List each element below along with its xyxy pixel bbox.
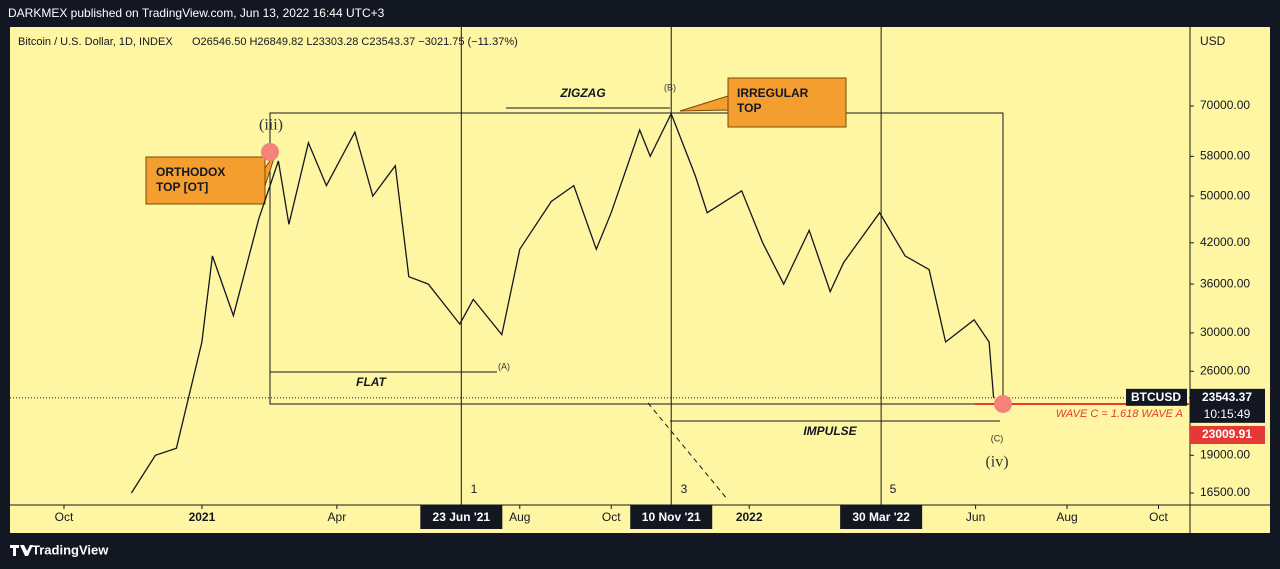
y-tick-label: 30000.00 xyxy=(1200,325,1250,339)
annotation: 3 xyxy=(681,482,688,496)
y-tick-label: 36000.00 xyxy=(1200,276,1250,290)
y-tick-label: 16500.00 xyxy=(1200,485,1250,499)
marker-label-bg xyxy=(420,505,503,529)
annotation: WAVE C = 1.618 WAVE A xyxy=(1056,408,1183,420)
y-tick-label: 70000.00 xyxy=(1200,98,1250,112)
ot-point xyxy=(261,143,279,161)
x-tick-label: Jun xyxy=(966,510,985,524)
publisher: DARKMEX published on TradingView.com, Ju… xyxy=(8,6,385,20)
annotation: (B) xyxy=(664,82,676,92)
y-tick-label: 19000.00 xyxy=(1200,447,1250,461)
target-price-bg xyxy=(1190,425,1265,444)
symbol-label: BTCUSD xyxy=(1131,390,1181,404)
marker-label: 23 Jun '21 xyxy=(433,510,491,524)
x-tick-label: 2022 xyxy=(736,510,763,524)
last-price-label: 23543.37 xyxy=(1202,390,1252,404)
symbol-label-bg xyxy=(1126,388,1187,406)
annotation: (iv) xyxy=(985,454,1008,471)
x-tick-label: Oct xyxy=(55,510,74,524)
annotation: 5 xyxy=(890,482,897,496)
callout-text: TOP xyxy=(737,101,761,115)
brand: TradingView xyxy=(32,542,109,557)
marker-label: 10 Nov '21 xyxy=(642,510,701,524)
x-tick-label: Oct xyxy=(602,510,621,524)
currency: USD xyxy=(1200,34,1226,48)
callout-text: TOP [OT] xyxy=(156,180,208,194)
x-tick-label: 2021 xyxy=(189,510,216,524)
callout-irregular xyxy=(679,77,847,128)
annotation: 1 xyxy=(471,482,478,496)
y-tick-label: 42000.00 xyxy=(1200,235,1250,249)
x-tick-label: Apr xyxy=(328,510,347,524)
marker-label: 30 Mar '22 xyxy=(852,510,910,524)
marker-label-bg xyxy=(630,505,713,529)
y-tick-label: 50000.00 xyxy=(1200,188,1250,202)
annotation: (iii) xyxy=(259,117,283,134)
dashed-line xyxy=(647,402,729,501)
countdown: 10:15:49 xyxy=(1204,407,1251,421)
y-tick-label: 26000.00 xyxy=(1200,363,1250,377)
price-line xyxy=(130,112,995,494)
x-tick-label: Aug xyxy=(1056,510,1077,524)
last-price-bg xyxy=(1190,388,1265,423)
wave-box xyxy=(269,112,1004,405)
callout-text: ORTHODOX xyxy=(156,165,225,179)
callout-text: IRREGULAR xyxy=(737,86,809,100)
annotation: (C) xyxy=(991,433,1004,443)
target-point xyxy=(994,394,1012,413)
annotation: ZIGZAG xyxy=(559,86,605,100)
x-tick-label: Aug xyxy=(509,510,530,524)
x-tick-label: Oct xyxy=(1149,510,1168,524)
annotation: (A) xyxy=(498,361,510,371)
y-tick-label: 58000.00 xyxy=(1200,149,1250,163)
ohlc: O26546.50 H26849.82 L23303.28 C23543.37 … xyxy=(192,36,518,48)
marker-label-bg xyxy=(840,505,923,529)
symbol: Bitcoin / U.S. Dollar, 1D, INDEX xyxy=(18,36,173,48)
chart-area xyxy=(10,27,1270,533)
annotation: IMPULSE xyxy=(803,424,857,438)
brand-logo xyxy=(10,545,33,556)
target-price-label: 23009.91 xyxy=(1202,427,1252,441)
annotation: FLAT xyxy=(356,375,387,389)
